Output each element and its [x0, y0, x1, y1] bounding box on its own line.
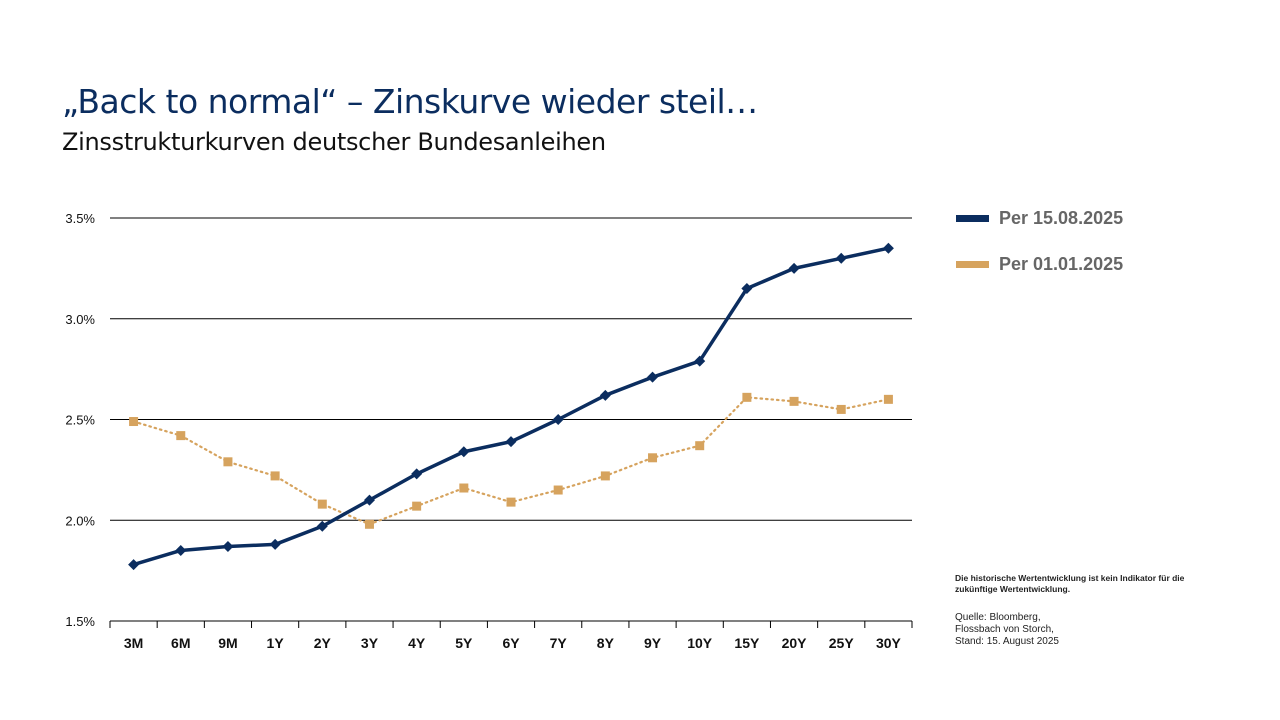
data-point-jan [223, 457, 233, 467]
data-point-jan [459, 483, 469, 493]
data-point-aug [882, 242, 894, 254]
chart-subtitle: Zinsstrukturkurven deutscher Bundesanlei… [62, 128, 606, 156]
x-tick-label: 5Y [455, 635, 473, 651]
data-point-aug [505, 436, 517, 448]
x-tick-label: 2Y [314, 635, 332, 651]
y-tick-label: 1.5% [65, 614, 95, 629]
series-line-aug [131, 246, 891, 567]
data-point-aug [175, 544, 187, 556]
data-point-jan [506, 497, 516, 507]
data-point-aug [363, 494, 375, 506]
data-point-jan [129, 417, 139, 427]
disclaimer-note: Die historische Wertentwicklung ist kein… [955, 573, 1185, 594]
data-point-jan [883, 394, 893, 404]
x-tick-label: 20Y [782, 635, 808, 651]
x-tick-label: 1Y [267, 635, 285, 651]
data-point-aug [269, 538, 281, 550]
data-point-aug [647, 371, 659, 383]
data-point-aug [316, 520, 328, 532]
chart-title: „Back to normal“ – Zinskurve wieder stei… [62, 82, 758, 121]
data-point-jan [789, 396, 799, 406]
data-point-jan [600, 471, 610, 481]
data-point-aug [552, 414, 564, 425]
data-point-jan [176, 431, 186, 441]
y-tick-label: 2.0% [65, 513, 95, 528]
data-point-aug [222, 540, 234, 552]
data-point-aug [741, 283, 753, 295]
x-tick-label: 9Y [644, 635, 662, 651]
x-tick-label: 9M [218, 635, 237, 651]
source-line-1: Quelle: Bloomberg, [955, 612, 1041, 623]
x-tick-label: 7Y [550, 635, 568, 651]
legend-label-aug: Per 15.08.2025 [999, 207, 1124, 228]
legend: Per 15.08.2025 Per 01.01.2025 [956, 204, 1123, 296]
data-point-aug [128, 559, 140, 571]
data-point-jan [553, 485, 563, 495]
data-point-jan [836, 404, 846, 414]
x-tick-label: 3M [124, 635, 143, 651]
x-tick-label: 25Y [829, 635, 855, 651]
data-point-jan [317, 499, 327, 509]
x-tick-label: 6Y [502, 635, 520, 651]
source-line-2: Flossbach von Storch, [955, 624, 1054, 635]
legend-swatch-aug [956, 214, 989, 222]
x-tick-label: 10Y [687, 635, 713, 651]
data-point-jan [648, 453, 658, 463]
legend-item-aug: Per 15.08.2025 [956, 204, 1123, 232]
x-tick-label: 6M [171, 635, 190, 651]
data-point-jan [412, 501, 422, 511]
legend-swatch-jan [956, 260, 989, 268]
data-point-aug [599, 389, 611, 401]
data-point-aug [411, 468, 423, 480]
y-tick-label: 3.5% [65, 211, 95, 226]
x-tick-label: 4Y [408, 635, 426, 651]
data-point-jan [742, 392, 752, 402]
y-tick-label: 2.5% [65, 413, 95, 428]
data-point-jan [364, 519, 374, 529]
x-tick-label: 3Y [361, 635, 379, 651]
x-tick-label: 30Y [876, 635, 902, 651]
source-line-3: Stand: 15. August 2025 [955, 636, 1059, 647]
x-tick-label: 8Y [597, 635, 615, 651]
data-point-jan [695, 441, 705, 451]
data-point-aug [458, 446, 470, 458]
legend-label-jan: Per 01.01.2025 [999, 253, 1124, 274]
data-point-jan [270, 471, 280, 481]
source-note: Quelle: Bloomberg, Flossbach von Storch,… [955, 612, 1215, 648]
data-point-aug [788, 262, 800, 274]
data-point-aug [835, 252, 847, 264]
legend-item-jan: Per 01.01.2025 [956, 250, 1123, 278]
data-point-aug [694, 355, 706, 367]
x-tick-label: 15Y [734, 635, 760, 651]
y-tick-label: 3.0% [65, 312, 95, 327]
